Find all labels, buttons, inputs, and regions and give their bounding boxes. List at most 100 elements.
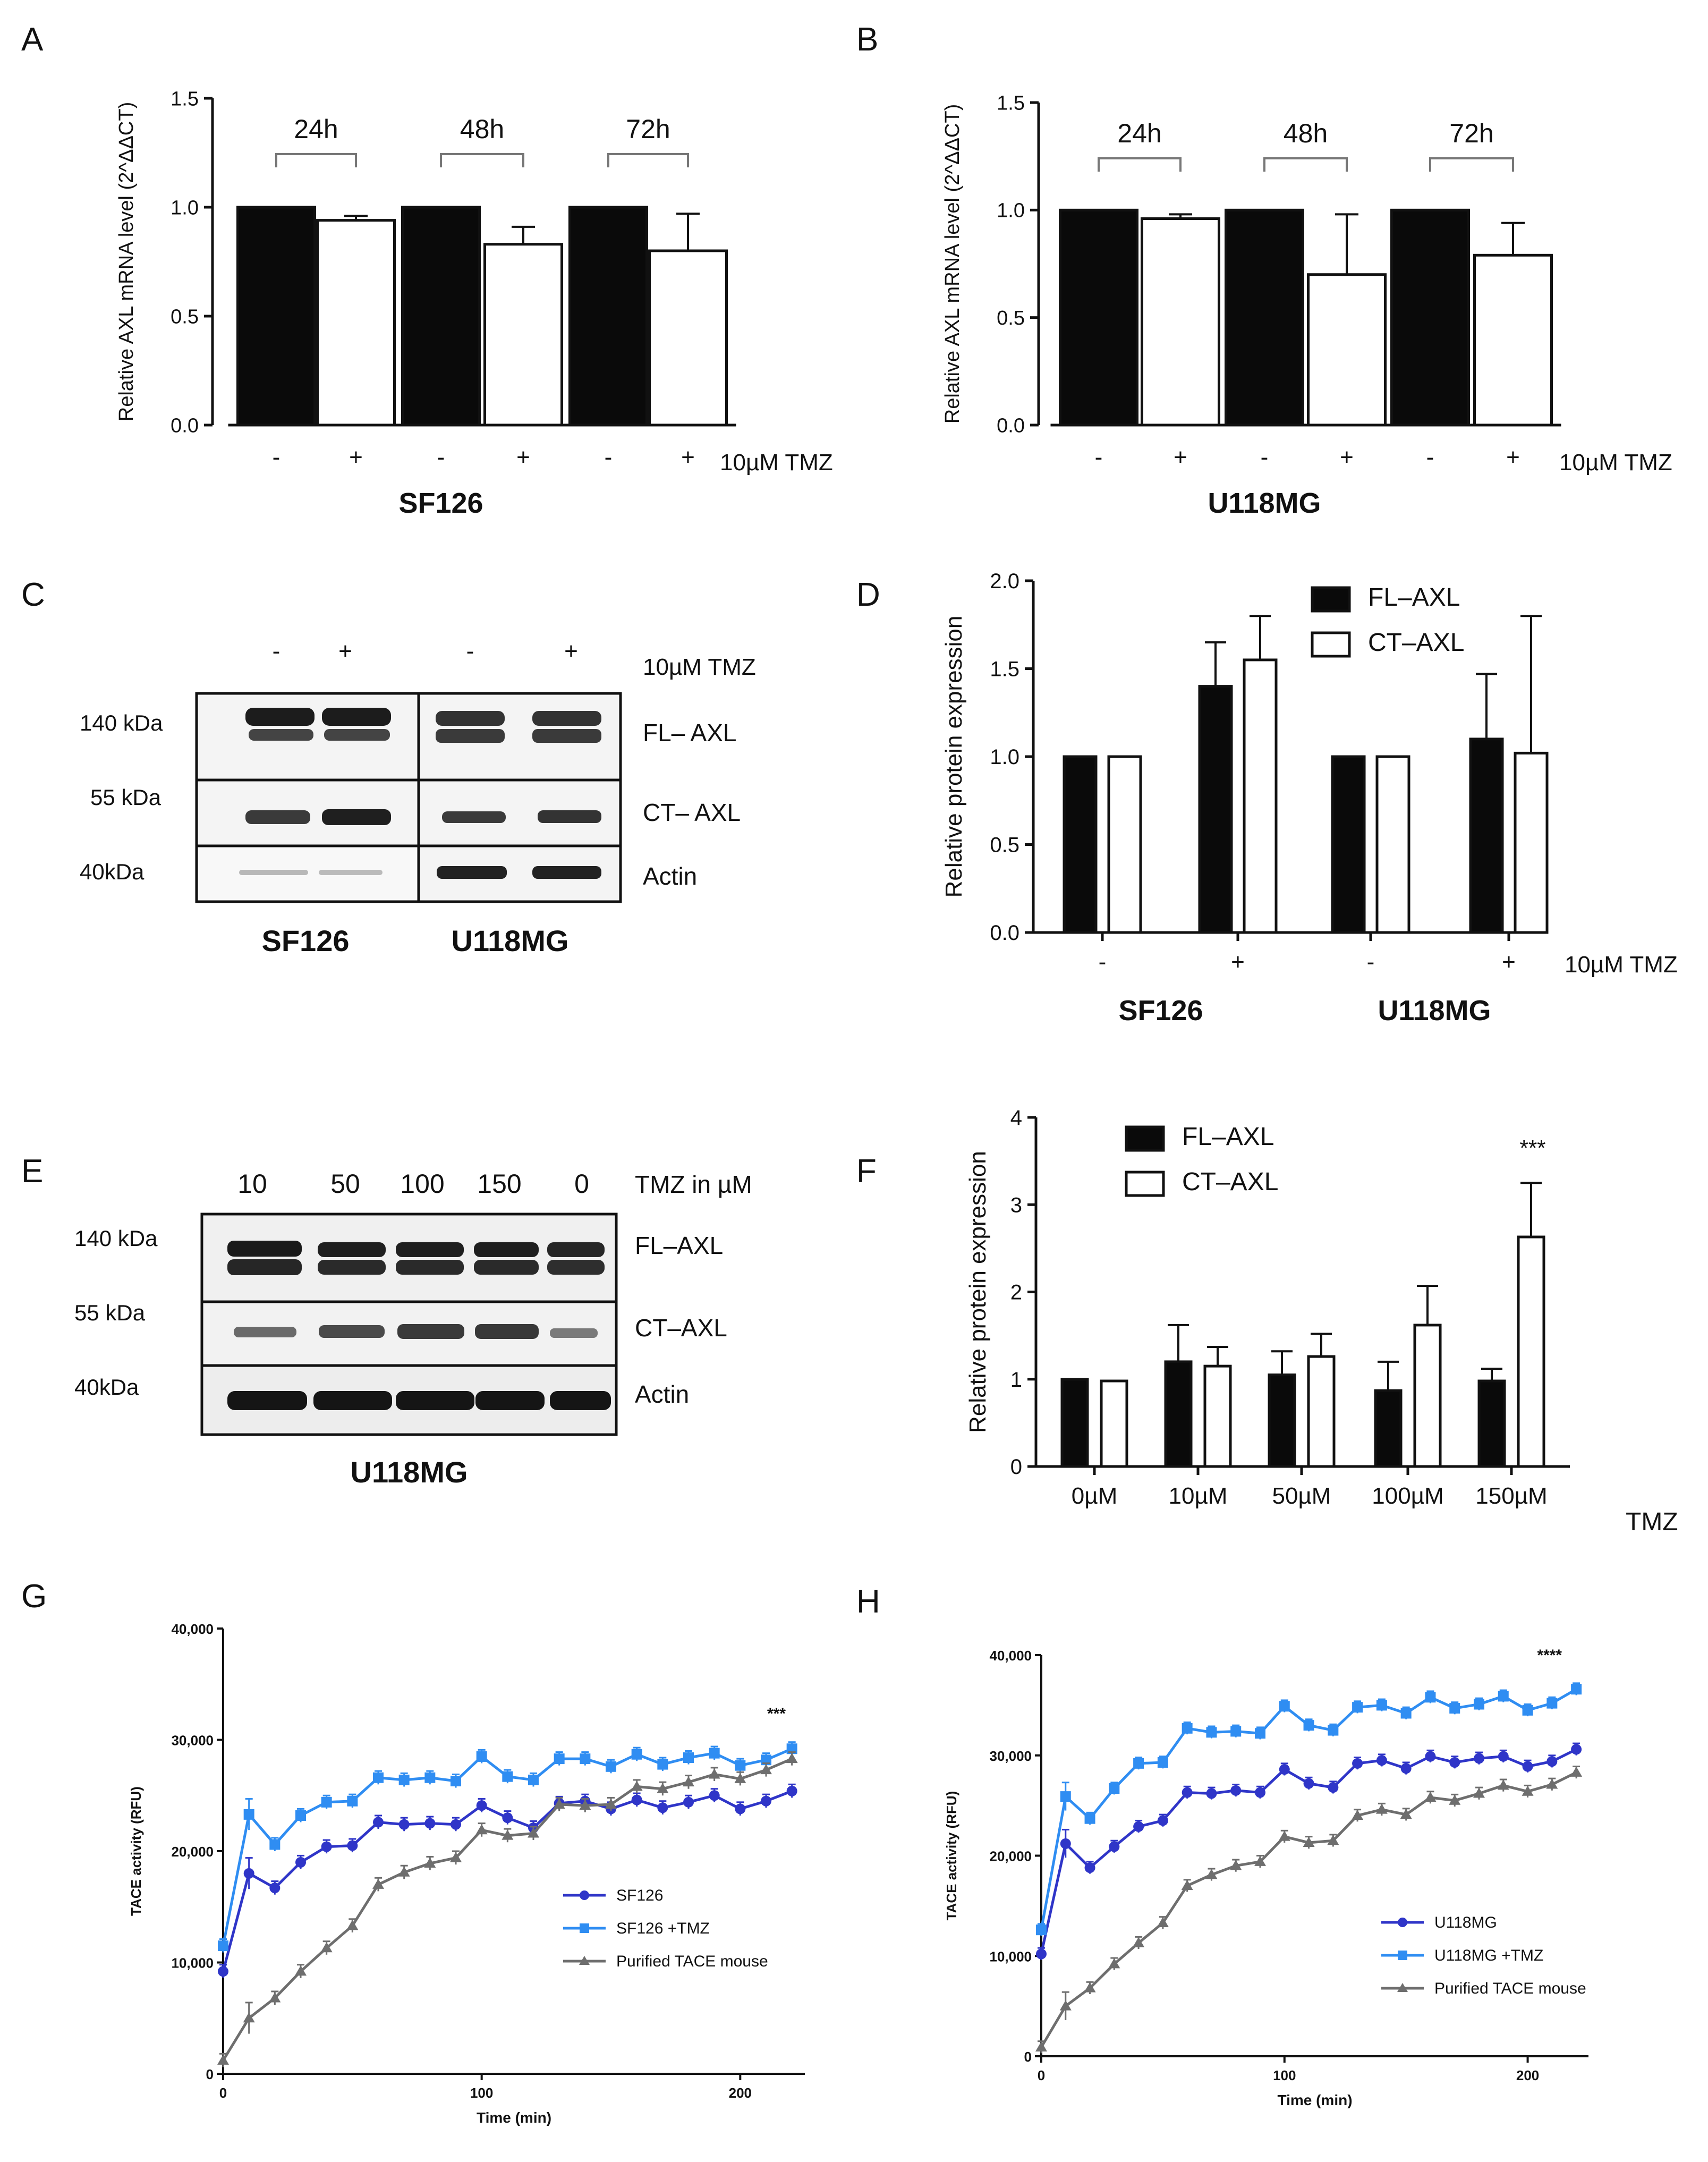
chart-f-y-tick-label: 1 <box>1010 1368 1022 1392</box>
chart-f-y-tick-label: 3 <box>1010 1193 1022 1217</box>
chart-h-point <box>1570 1766 1583 1777</box>
chart-h-point <box>1352 1702 1363 1713</box>
chart-g-point <box>373 1817 384 1828</box>
chart-g-point <box>320 1942 333 1953</box>
blot-c-fl-band-3b <box>436 729 505 743</box>
chart-g-point <box>269 1839 281 1850</box>
blot-c-actin-band-4 <box>532 866 601 879</box>
chart-f-bar-fl <box>1374 1389 1403 1468</box>
chart-a-x-tick-label: - <box>437 444 445 470</box>
chart-g-point <box>761 1795 771 1807</box>
chart-g-point <box>502 1829 514 1840</box>
chart-g-legend-label: SF126 <box>616 1887 663 1904</box>
chart-h-point <box>1498 1751 1509 1762</box>
chart-a-x-tick-label: + <box>681 444 695 470</box>
chart-f-bar-ct <box>1203 1364 1232 1468</box>
chart-d-x-tick-label: + <box>1231 949 1245 975</box>
chart-f-y-label: Relative protein expression <box>965 1151 991 1433</box>
chart-g-point <box>295 1965 307 1976</box>
chart-g-point <box>398 1774 410 1785</box>
chart-h-x-tick-label: 0 <box>1038 2067 1045 2083</box>
chart-h-point <box>1352 1758 1363 1769</box>
blot-e-ct-band-3 <box>397 1324 464 1339</box>
chart-h-point <box>1328 1725 1339 1736</box>
chart-d-x-tick-label: - <box>1099 949 1107 975</box>
chart-b-group-bracket <box>1098 157 1182 172</box>
chart-h-legend-label: U118MG <box>1434 1914 1497 1931</box>
blot-c-label-actin: Actin <box>643 862 697 890</box>
panel-label-g: G <box>21 1578 47 1615</box>
chart-g-x-tick-label: 0 <box>219 2085 227 2101</box>
chart-a-y-tick-label: 0.5 <box>171 306 199 328</box>
chart-b-bar <box>1225 208 1304 427</box>
chart-g-point <box>579 1800 591 1810</box>
chart-g-point <box>424 1858 436 1868</box>
blot-c-actin-band-2 <box>319 870 383 875</box>
chart-g-point <box>735 1803 746 1815</box>
chart-h-point <box>1279 1701 1290 1712</box>
chart-h-point <box>1449 1757 1460 1768</box>
chart-g-point <box>709 1748 720 1759</box>
blot-c-actin-band-1 <box>239 870 308 875</box>
chart-g-line-3 <box>222 1757 793 2062</box>
chart-g-y-label: TACE activity (RFU) <box>128 1786 144 1916</box>
chart-g-point <box>451 1819 461 1830</box>
chart-h-point <box>1157 1815 1168 1826</box>
chart-h-tace-u118mg: 0 10,000 20,000 30,000 40,000 0 100 200 Time (mi… <box>944 1647 1588 2108</box>
blot-e-fl-band-4b <box>474 1260 539 1275</box>
blot-e-fl-band-1b <box>227 1259 302 1275</box>
blot-e-dose-2: 50 <box>330 1169 360 1199</box>
chart-h-point <box>1182 1787 1193 1798</box>
chart-f-y-tick-label: 0 <box>1010 1455 1022 1479</box>
chart-d-legend-label: FL–AXL <box>1368 583 1460 612</box>
blot-c-fl-band-2b <box>324 729 390 741</box>
blot-e-mw-40: 40kDa <box>74 1375 139 1400</box>
chart-h-point <box>1035 2041 1047 2052</box>
panel-label-c: C <box>21 576 45 613</box>
chart-h-point <box>1133 1821 1144 1832</box>
chart-g-point <box>424 1818 436 1829</box>
chart-h-point <box>1182 1723 1193 1734</box>
chart-d-y-tick-label: 1.5 <box>990 658 1019 681</box>
chart-d-cell-sf126: SF126 <box>1118 995 1203 1027</box>
chart-f-protein-dose: 0 1 2 3 4 Relative protein expression 0µM 10µM 5… <box>965 1106 1678 1536</box>
chart-h-point <box>1157 1757 1168 1768</box>
chart-h-point <box>1230 1860 1242 1870</box>
panel-label-d: D <box>856 576 880 613</box>
blot-c-fl-band-4 <box>532 711 601 726</box>
chart-g-point <box>269 1992 281 2003</box>
chart-g-y-tick-label: 40,000 <box>171 1621 214 1637</box>
chart-h-point <box>1157 1917 1169 1927</box>
chart-h-point <box>1400 1763 1412 1774</box>
blot-e-fl-band-5b <box>547 1260 605 1275</box>
blot-e-fl-band-3 <box>396 1242 464 1257</box>
chart-g-tace-sf126: 0 10,000 20,000 30,000 40,000 0 100 200 Time (mi… <box>128 1621 805 2126</box>
chart-f-x-tick-label: 0µM <box>1072 1483 1117 1509</box>
chart-h-legend-marker <box>1398 1951 1407 1960</box>
chart-a-mrna-sf126: 0.0 0.5 1.0 1.5 Relative AXL mRNA level (2^Δ… <box>115 88 833 519</box>
chart-b-group-label: 48h <box>1284 118 1328 148</box>
blot-e-ct-band-4 <box>475 1324 539 1339</box>
blot-e: 10 50 100 150 0 TMZ in µM 14 <box>74 1169 752 1489</box>
chart-f-bar-fl <box>1164 1360 1193 1468</box>
chart-g-y-tick-label: 30,000 <box>171 1733 214 1749</box>
chart-g-point <box>451 1776 461 1787</box>
blot-c-cell-u118mg: U118MG <box>452 924 569 957</box>
chart-h-point <box>1084 1813 1095 1824</box>
chart-h-point <box>1060 1838 1071 1849</box>
chart-a-x-tick-label: + <box>516 444 530 470</box>
chart-g-point <box>580 1753 591 1765</box>
chart-g-point <box>321 1841 332 1852</box>
blot-e-label-actin: Actin <box>635 1380 689 1408</box>
chart-h-point <box>1133 1758 1144 1769</box>
chart-a-y-tick-label: 0.0 <box>171 414 199 437</box>
chart-g-point <box>734 1773 746 1783</box>
chart-h-y-tick-label: 0 <box>1024 2049 1032 2065</box>
blot-e-mw-140: 140 kDa <box>74 1226 158 1251</box>
chart-d-bar-ct <box>1107 755 1142 934</box>
chart-h-point <box>1522 1785 1534 1796</box>
chart-b-treatment-label: 10µM TMZ <box>1559 450 1672 476</box>
chart-g-legend-marker <box>580 1923 589 1933</box>
blot-e-dose-4: 150 <box>477 1169 521 1199</box>
chart-g-point <box>657 1783 669 1793</box>
